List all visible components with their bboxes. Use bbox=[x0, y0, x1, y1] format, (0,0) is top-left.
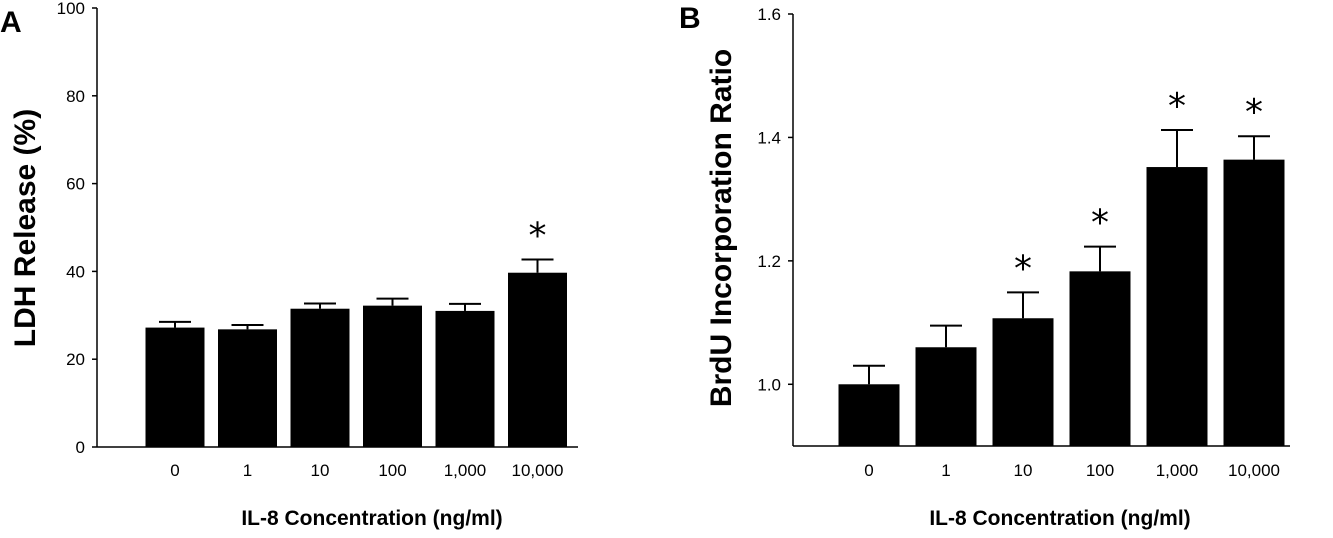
y-tick-label: 80 bbox=[66, 87, 85, 106]
y-tick-label: 1.2 bbox=[757, 252, 781, 271]
bar bbox=[290, 308, 350, 447]
y-tick-label: 20 bbox=[66, 350, 85, 369]
x-axis-title: IL-8 Concentration (ng/ml) bbox=[241, 507, 502, 530]
x-tick-label: 1,000 bbox=[1156, 461, 1199, 480]
y-axis-title: BrdU Incorporation Ratio bbox=[705, 49, 738, 407]
x-tick-label: 100 bbox=[1086, 461, 1114, 480]
bar bbox=[508, 272, 567, 447]
panel-label: A bbox=[0, 6, 22, 39]
bar bbox=[218, 329, 277, 447]
bar bbox=[145, 327, 205, 447]
x-tick-label: 10,000 bbox=[1228, 461, 1280, 480]
x-tick-label: 10,000 bbox=[512, 461, 564, 480]
bar bbox=[1069, 271, 1131, 446]
y-tick-label: 1.6 bbox=[757, 5, 781, 24]
bar bbox=[838, 384, 900, 446]
bar bbox=[1223, 159, 1285, 446]
x-tick-label: 1 bbox=[941, 461, 950, 480]
x-tick-label: 10 bbox=[311, 461, 330, 480]
significance-marker: * bbox=[1168, 86, 1186, 127]
x-tick-label: 10 bbox=[1014, 461, 1033, 480]
panel-b: B 1.0 1.2 1.4 1.6 0 1 10 * 100 * 1,000 * 10,000 * IL-8 … bbox=[679, 2, 1290, 530]
bar bbox=[363, 305, 422, 447]
significance-marker: * bbox=[529, 216, 547, 257]
y-tick-label: 0 bbox=[76, 438, 85, 457]
panel-label: B bbox=[679, 2, 701, 35]
significance-marker: * bbox=[1245, 92, 1263, 133]
x-tick-label: 1 bbox=[243, 461, 252, 480]
significance-marker: * bbox=[1014, 248, 1032, 289]
significance-marker: * bbox=[1091, 203, 1109, 244]
y-tick-label: 100 bbox=[57, 0, 85, 18]
bar bbox=[435, 310, 495, 447]
x-tick-label: 100 bbox=[378, 461, 406, 480]
y-tick-label: 60 bbox=[66, 175, 85, 194]
bar bbox=[915, 347, 977, 446]
bar bbox=[1146, 167, 1208, 446]
x-tick-label: 1,000 bbox=[444, 461, 487, 480]
y-tick-label: 1.4 bbox=[757, 128, 781, 147]
panel-a: A 0 20 40 60 80 100 0 1 10 100 1,000 10,000 * IL-8 Con… bbox=[0, 0, 578, 530]
x-axis-title: IL-8 Concentration (ng/ml) bbox=[929, 507, 1190, 530]
y-tick-label: 40 bbox=[66, 262, 85, 281]
bar bbox=[992, 318, 1054, 446]
x-tick-label: 0 bbox=[170, 461, 179, 480]
x-tick-label: 0 bbox=[864, 461, 873, 480]
y-axis-title: LDH Release (%) bbox=[9, 109, 42, 347]
y-tick-label: 1.0 bbox=[757, 375, 781, 394]
